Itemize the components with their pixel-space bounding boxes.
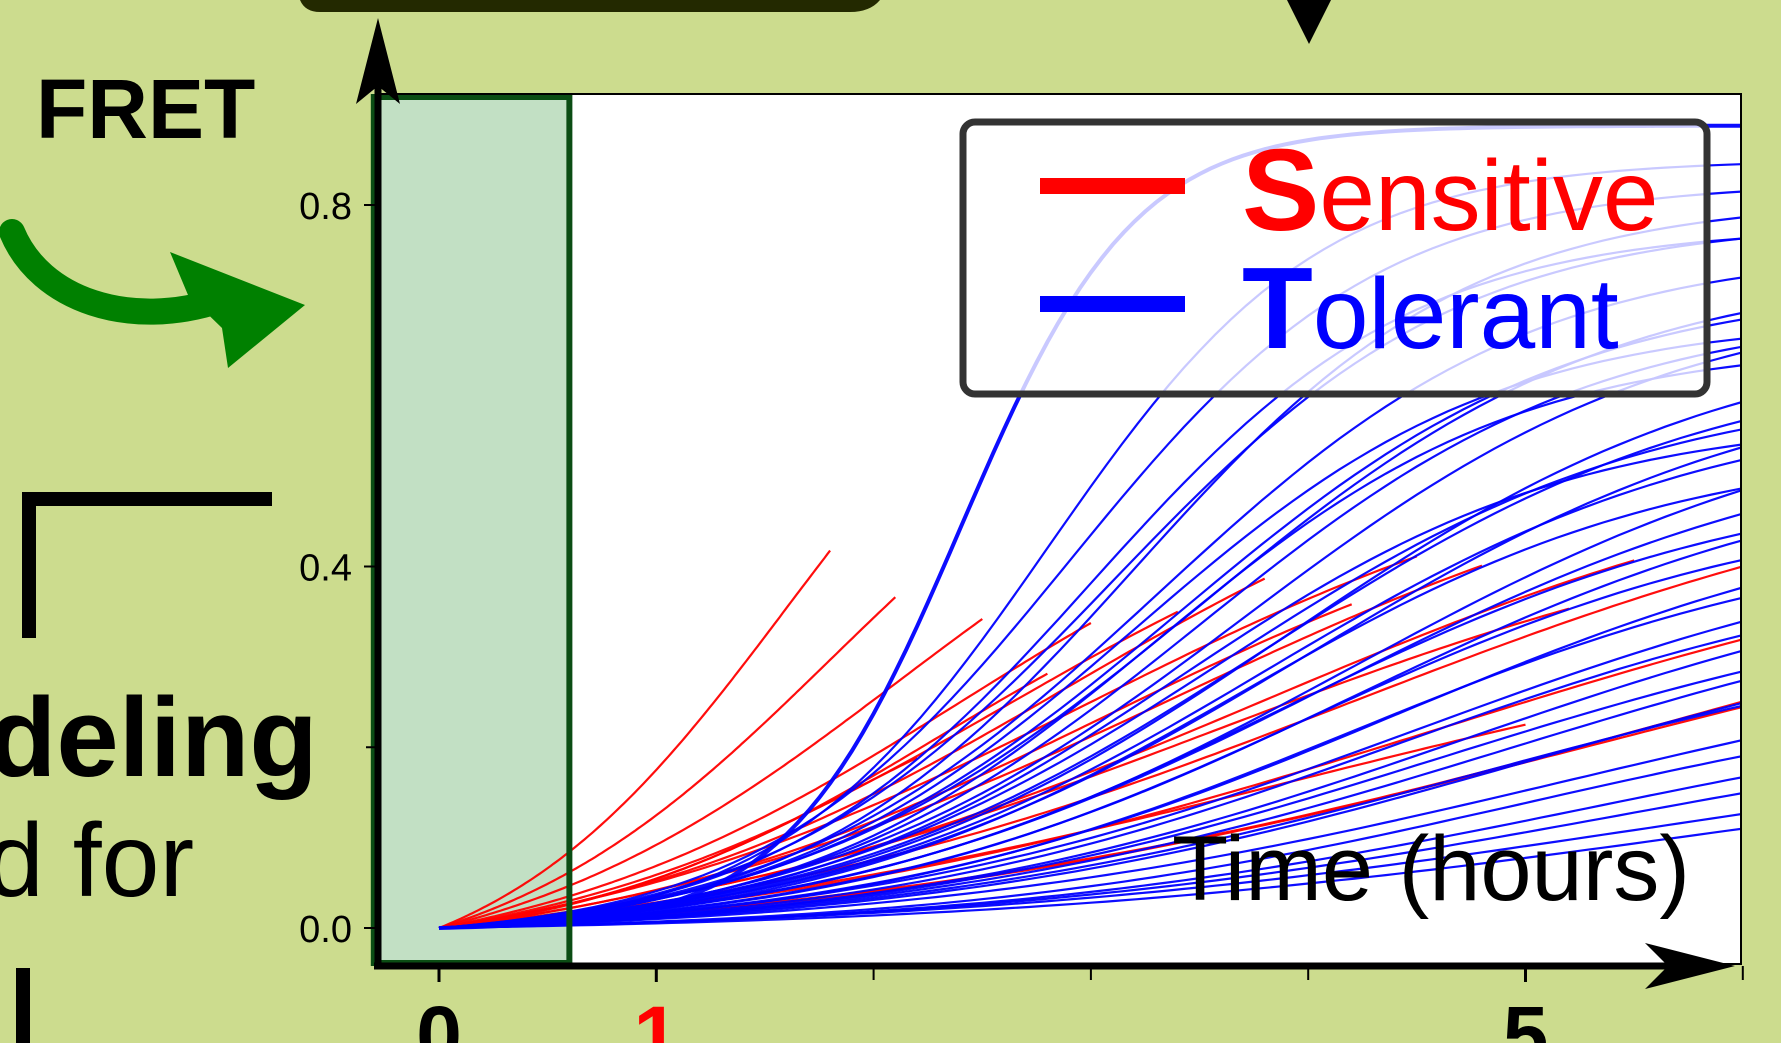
- sensitive-curve: [438, 618, 983, 930]
- minor-ticks: [366, 746, 1744, 980]
- tolerant-curve: [438, 704, 1741, 930]
- legend-label-rest: ensitive: [1319, 140, 1658, 252]
- tolerant-curve: [438, 755, 1741, 930]
- sensitive-curve: [438, 549, 831, 930]
- sensitive-curve: [438, 622, 1092, 930]
- tolerant-curve: [438, 458, 1741, 930]
- x-axis: [374, 943, 1735, 989]
- tolerant-curve: [438, 351, 1741, 930]
- tolerant-curve: [438, 420, 1741, 930]
- tolerant-curve: [438, 739, 1741, 930]
- tolerant-curve: [438, 401, 1741, 930]
- y-ticks: 0.0 0.4 0.8: [299, 186, 378, 951]
- curved-green-arrow-icon: [0, 219, 305, 368]
- tolerant-curve: [438, 364, 1741, 930]
- x-tick-label: 5: [1503, 990, 1549, 1043]
- x-axis-label: Time (hours): [1172, 818, 1690, 920]
- tolerant-curve: [438, 443, 1741, 930]
- legend-label-initial: T: [1242, 243, 1313, 373]
- x-tick-label: 0: [416, 990, 462, 1043]
- tolerant-curve: [438, 679, 1741, 930]
- sensitive-curve: [438, 555, 1418, 930]
- sensitive-curve: [438, 596, 897, 930]
- sensitive-curve: [438, 564, 1483, 930]
- tolerant-curve: [438, 827, 1741, 930]
- left-fragment-2: d for: [0, 803, 194, 919]
- tolerant-curve: [438, 559, 1741, 930]
- tolerant-curve: [438, 596, 1741, 930]
- y-tick-label: 0.0: [299, 909, 352, 951]
- fret-label: FRET: [36, 62, 255, 156]
- y-tick-label: 0.8: [299, 186, 352, 228]
- legend-label-initial: S: [1242, 125, 1319, 255]
- legend-label-rest: olerant: [1313, 258, 1619, 370]
- tolerant-curve: [438, 489, 1741, 930]
- y-axis-arrowhead-icon: [356, 18, 400, 104]
- tolerant-curve: [438, 487, 1741, 930]
- top-bar: [300, 0, 880, 12]
- x-ticks: 01510: [416, 966, 1549, 1043]
- down-arrowhead-icon: [1287, 0, 1331, 44]
- bracket-stub: [16, 968, 30, 1043]
- bracket-horizontal: [22, 492, 272, 506]
- y-tick-label: 0.4: [299, 548, 352, 590]
- tolerant-curve: [438, 670, 1741, 930]
- tolerant-curve: [438, 702, 1741, 930]
- x-axis-arrowhead-icon: [1645, 943, 1735, 989]
- left-fragment-1: deling: [0, 675, 318, 800]
- bracket-vertical: [22, 492, 36, 638]
- x-tick-label: 1: [633, 990, 679, 1043]
- early-window-highlight: [373, 97, 570, 963]
- legend-label: Sensitive: [1242, 125, 1658, 255]
- tolerant-curve: [438, 634, 1741, 930]
- y-axis: [356, 18, 400, 966]
- tolerant-curve: [438, 813, 1741, 930]
- sensitive-curve: [438, 756, 918, 930]
- legend-label: Tolerant: [1242, 243, 1619, 373]
